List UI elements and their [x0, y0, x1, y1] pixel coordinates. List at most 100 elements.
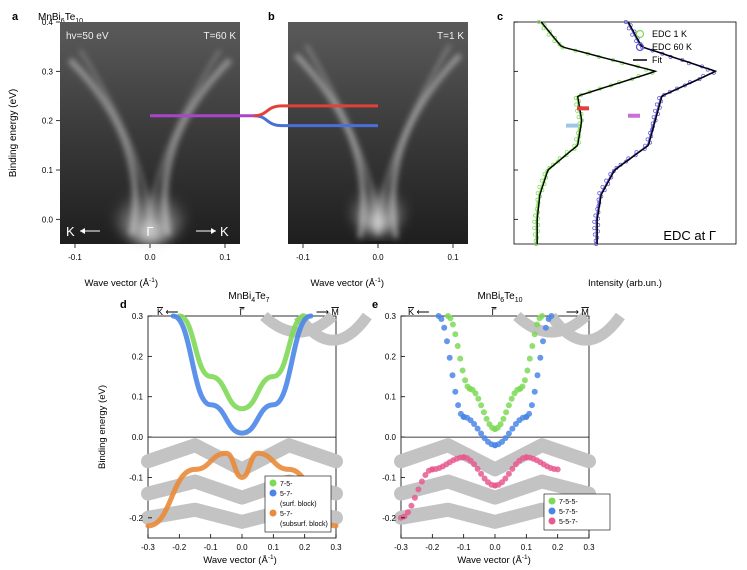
panel-e-band-point — [449, 372, 456, 379]
panel-e-band-point — [502, 475, 509, 482]
panel-e-band-point — [422, 472, 429, 478]
panel-e-gamma-label: Γ — [492, 307, 497, 317]
panel-d-band-line — [145, 450, 339, 529]
panel-d-xtick-label: 0.2 — [299, 543, 311, 552]
panel-e-band-point — [500, 415, 507, 422]
panel-c-edc-point — [532, 232, 537, 237]
panel-e-band-point — [505, 470, 512, 477]
panel-e-axes: -0.3 -0.2 -0.1 0.0 0.1 0.2 0.3 -0.2 -0.1 0.0 0.1 0.… — [382, 312, 595, 552]
panel-e-band-point — [415, 486, 422, 493]
panel-a-ytick-label: 0.3 — [42, 67, 54, 76]
panel-e-band-point — [537, 354, 544, 361]
panel-a-dirac-glow — [112, 165, 188, 245]
panel-d-bands — [145, 313, 339, 529]
panel-d-xtick-label: 0.1 — [268, 543, 280, 552]
panel-b-letter: b — [268, 11, 275, 23]
panel-c-edc-point — [576, 115, 581, 120]
panel-e-band-point — [509, 425, 516, 432]
panel-d-m-label: ⟶ M — [316, 307, 339, 317]
panel-a-k-left-label: K — [66, 224, 75, 239]
panel-d-ytick-label: 0.1 — [132, 393, 144, 402]
panel-c-edc-point — [623, 20, 628, 24]
panel-d: d MnBi4Te7 -0.3 -0.2 -0.1 0.0 0.1 0.2 0.3-0.2-… — [97, 291, 372, 566]
panel-e-title: MnBi6Te10 — [477, 291, 522, 304]
panel-d-legend-marker — [269, 509, 277, 517]
panel-e-xlabel: Wave vector (Å-1) — [457, 554, 531, 566]
panel-e-legend: 7-5-5- 5-7-5- 5-5-7- — [543, 493, 611, 531]
panel-d-ytick-label: 0.3 — [132, 312, 144, 321]
panel-e-continuum-band — [394, 438, 596, 477]
panel-a-xtick-label: 0.1 — [219, 253, 231, 262]
panel-d-ytick-label: 0.2 — [132, 352, 144, 361]
panel-e-legend-label: 7-5-5- — [559, 499, 578, 506]
panel-d-ylabel: Binding energy (eV) — [97, 385, 108, 469]
panel-e-band-point — [457, 355, 464, 362]
panel-d-ytick-label: 0.0 — [132, 433, 144, 442]
panel-d-legend-label: 5-7- — [280, 491, 293, 498]
panel-c-legend: EDC 1 K EDC 60 K Fit — [633, 29, 692, 65]
panel-e-band-point — [408, 502, 415, 509]
panel-c-edc-point — [539, 178, 544, 183]
panel-e-band-point — [497, 421, 504, 428]
panel-e-band-point — [502, 435, 509, 442]
panel-c-note: EDC at Γ — [663, 228, 716, 243]
panel-c-peak-marker — [566, 123, 578, 128]
panel-d-upper-continuum — [293, 312, 372, 346]
panel-e-xtick-label: -0.2 — [425, 543, 439, 552]
panel-a-gamma-label: Γ — [146, 224, 153, 239]
panel-e-continuum-band — [394, 474, 596, 505]
panel-e-band-point — [509, 465, 516, 472]
panel-e-upper-continuum — [546, 312, 625, 346]
panel-d-ytick-label: -0.2 — [129, 514, 143, 523]
panel-e-upper-continuum — [513, 311, 590, 338]
panel-d-legend-label: (surf. block) — [280, 501, 317, 508]
panel-a-photon-energy: hv=50 eV — [66, 31, 109, 42]
panel-c-edc-point — [556, 159, 560, 164]
panel-c-edc-point — [653, 108, 657, 113]
panel-c-edc-point — [572, 143, 577, 148]
panel-e-band-point — [411, 494, 418, 501]
panel-e-band-point — [519, 383, 526, 390]
panel-e-band-point — [447, 315, 454, 322]
panel-e-band-point — [505, 402, 512, 409]
panel-b-xtick-label: 0.1 — [447, 253, 459, 262]
panel-e-band-point — [462, 377, 469, 384]
panel-d-k-label: K ⟵ — [157, 307, 179, 317]
panel-e-band-point — [452, 388, 459, 395]
panel-e-xtick-label: 0.3 — [583, 543, 595, 552]
panel-c-edc-point — [532, 219, 537, 224]
panel-e-band-point — [441, 324, 448, 331]
panel-b-temperature: T=1 K — [437, 31, 464, 42]
panel-e-ytick-label: 0.3 — [385, 312, 397, 321]
panel-e-legend-marker — [548, 507, 556, 515]
panel-e-band-point — [508, 395, 515, 402]
panel-e-band-point — [526, 355, 533, 362]
panel-c-edc-point — [574, 137, 579, 142]
panel-c-edc-point — [532, 226, 537, 231]
panel-c-edc-point — [537, 184, 542, 189]
panel-e-band-point — [418, 478, 425, 485]
panel-e-band-point — [534, 372, 541, 379]
panel-d-xlabel: Wave vector (Å-1) — [203, 554, 277, 566]
panel-d-legend-marker — [269, 489, 277, 497]
panel-e-band-point — [454, 343, 461, 349]
panel-e-band-point — [452, 331, 459, 338]
panel-c-legend-label: EDC 60 K — [652, 42, 692, 52]
panel-c-fit-line — [536, 21, 658, 244]
panel-e-band-point — [524, 367, 531, 374]
panel-d-legend-label: 5-7- — [280, 511, 293, 518]
panel-e-band-point — [471, 421, 478, 427]
panel-d-legend-box — [264, 475, 332, 533]
panel-e-band-point — [554, 466, 561, 473]
panel-e-ytick-label: -0.2 — [382, 514, 396, 523]
panel-c-edc-point — [651, 115, 656, 120]
panel-c-edc-point — [574, 102, 579, 107]
panel-d-legend: 7-5- 5-7- (surf. block) 5-7- (subsurf. block… — [264, 475, 332, 533]
panel-e-ytick-label: -0.1 — [382, 473, 396, 482]
panel-a-xlabel: Wave vector (Å-1) — [84, 277, 158, 289]
panel-d-ytick-label: -0.1 — [129, 473, 143, 482]
panel-e-band-point — [405, 509, 411, 516]
panel-c-legend-marker — [635, 29, 645, 39]
panel-e-ytick-label: 0.0 — [385, 433, 397, 442]
panel-d-legend-label: 7-5- — [280, 481, 293, 488]
